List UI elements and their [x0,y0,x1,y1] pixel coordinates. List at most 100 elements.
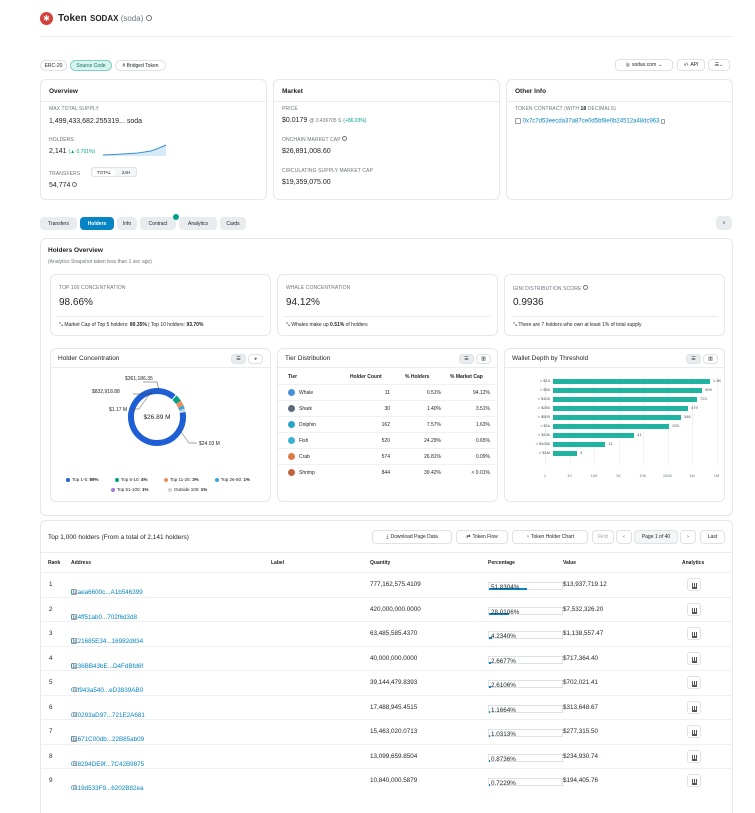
tab-holders[interactable]: Holders [80,217,114,230]
tier-count: 30 [384,406,390,412]
depth-bar[interactable] [553,433,635,438]
token-holder-chart-button[interactable]: ◔ Token Holder Chart [512,530,588,544]
divider [278,367,497,368]
copy-icon[interactable] [73,760,77,766]
x-tick-label: 1M [689,473,695,478]
address-link[interactable]: 0x21685E34...16982d834 [71,638,144,645]
percentage-cell: 1.0313% [488,720,564,744]
copy-icon[interactable] [73,687,77,692]
max-supply-label: MAX TOTAL SUPPLY [49,106,99,112]
copy-icon[interactable] [73,662,77,668]
erc20-badge[interactable]: ERC-20 [40,60,67,71]
token-flow-button[interactable]: ⇄ Token Flow [456,530,508,544]
rank-cell: 3 [49,630,53,637]
search-button[interactable]: ⌕ [716,216,732,230]
analytics-button[interactable] [687,578,701,591]
depth-bar[interactable] [553,406,689,411]
tab-contract[interactable]: Contract [140,214,179,230]
legend-top51-100[interactable]: Top 51-100: 1% [111,487,149,492]
tab-total[interactable]: TOTAL [93,169,115,176]
address-link[interactable]: 0x4ff51ab0...702f6d3d8 [71,613,138,621]
legend-top11-25[interactable]: Top 11-25: 3% [164,477,199,482]
tab-analytics[interactable]: Analytics [179,217,217,230]
tier-icon [288,421,295,428]
tab-info[interactable]: Info [117,217,137,230]
analytics-button[interactable] [687,749,701,763]
overview-title: Overview [49,88,78,95]
list-icon: ☰⌄ [714,62,724,68]
percentage-bar: 28.0106% [488,606,563,616]
analytics-button[interactable] [687,700,701,714]
analytics-button[interactable] [687,676,701,689]
depth-bar[interactable] [553,451,578,456]
tier-icon [288,405,295,412]
concentration-donut-chart: $26.89 M $361,186.35 $832,918.88 $1.17 M… [92,376,220,447]
bridged-token-badge[interactable]: # Bridged Token [115,60,166,71]
copy-icon[interactable] [73,613,77,619]
legend-outside100[interactable]: Outside 100: 1% [168,487,207,492]
depth-bar-value: 11 [608,441,613,446]
help-icon[interactable] [342,136,348,141]
analytics-button[interactable] [687,627,701,640]
copy-icon[interactable] [73,638,77,643]
contract-address-link[interactable]: 0x7c7d53eecda37a87ce0d5bf8e0b24512a48dc9… [522,118,660,125]
bar-view-toggle[interactable]: ▥ [476,354,491,364]
address-link[interactable]: 0xaea6600c...A1b546399 [71,589,143,596]
address-link[interactable]: 0x671C00db...22B85ab09 [71,736,145,743]
list-icon: ☰ [464,356,469,362]
depth-bar[interactable] [553,397,698,402]
help-icon[interactable] [582,285,588,290]
whale-note: ⤡ Whales make up 0.51% of holders [286,322,368,328]
copy-icon[interactable] [661,118,666,124]
download-page-data-button[interactable]: ⤓ Download Page Data [372,530,452,544]
last-page-button[interactable]: Last [700,530,725,544]
bar-view-toggle[interactable]: ▥ [703,354,718,364]
globe-icon: ◎ [625,62,630,68]
analytics-button[interactable] [687,602,701,616]
list-view-toggle[interactable]: ☰ [459,354,474,364]
table-row: 8 0x8294DE9f...7C42B9875 13,099,659.8504 0.… [40,743,733,768]
list-view-toggle[interactable]: ☰ [231,354,246,364]
address-link[interactable]: 0xf943a540...eD3839AB0 [71,687,144,694]
analytics-button[interactable] [687,774,701,787]
depth-bar-value: 41 [637,432,642,437]
depth-bar[interactable] [553,442,606,447]
website-dropdown[interactable]: ◎ sodax.com ⌄ [615,59,673,71]
source-code-badge[interactable]: Source Code [70,60,112,71]
more-menu-button[interactable]: ☰⌄ [708,59,730,71]
first-page-button[interactable]: First [592,530,614,544]
tab-24h[interactable]: 24H [121,170,131,175]
y-tick-label: > $50 [539,387,550,392]
pie-view-toggle[interactable]: ◕ [248,354,263,364]
copy-icon[interactable] [73,785,77,790]
whale-note-pre: Whales make up [291,322,329,328]
next-page-button[interactable]: › [680,530,696,544]
legend-top26-50[interactable]: Top 26-50: 1% [215,477,250,482]
depth-bar[interactable] [553,379,710,384]
tab-transfers[interactable]: Transfers [40,217,77,230]
legend-dot [115,477,119,482]
callout-label: $24.03 M [199,441,220,447]
transfers-range-toggle: TOTAL 24H [91,167,137,177]
address-link[interactable]: 0x0293aD97...721E2A681 [71,711,145,719]
list-view-toggle[interactable]: ☰ [686,354,701,364]
other-info-card: Other Info TOKEN CONTRACT (WITH 18 DECIM… [506,79,733,200]
copy-icon[interactable] [73,736,77,741]
legend-top6-10[interactable]: Top 6-10: 4% [115,477,148,482]
depth-bar[interactable] [553,388,703,393]
copy-icon[interactable] [73,711,77,717]
depth-bar-value: 909 [705,387,712,392]
analytics-button[interactable] [687,651,701,665]
address-link[interactable]: 0x36BB43bE...D4FdBfd6f [71,662,144,670]
copy-icon[interactable] [73,589,77,594]
depth-bar[interactable] [553,424,670,429]
callout-label: $361,186.35 [125,376,153,382]
api-button[interactable]: ‹/› API [677,59,705,71]
prev-page-button[interactable]: ‹ [616,530,632,544]
address-link[interactable]: 0x8294DE9f...7C42B9875 [71,760,145,768]
tab-cards[interactable]: Cards [220,217,246,230]
address-link[interactable]: 0x19d533F9...6202B82ea [71,785,144,792]
depth-bar[interactable] [553,415,681,420]
analytics-button[interactable] [687,725,701,738]
legend-top1-5[interactable]: Top 1-5: 89% [66,477,99,482]
